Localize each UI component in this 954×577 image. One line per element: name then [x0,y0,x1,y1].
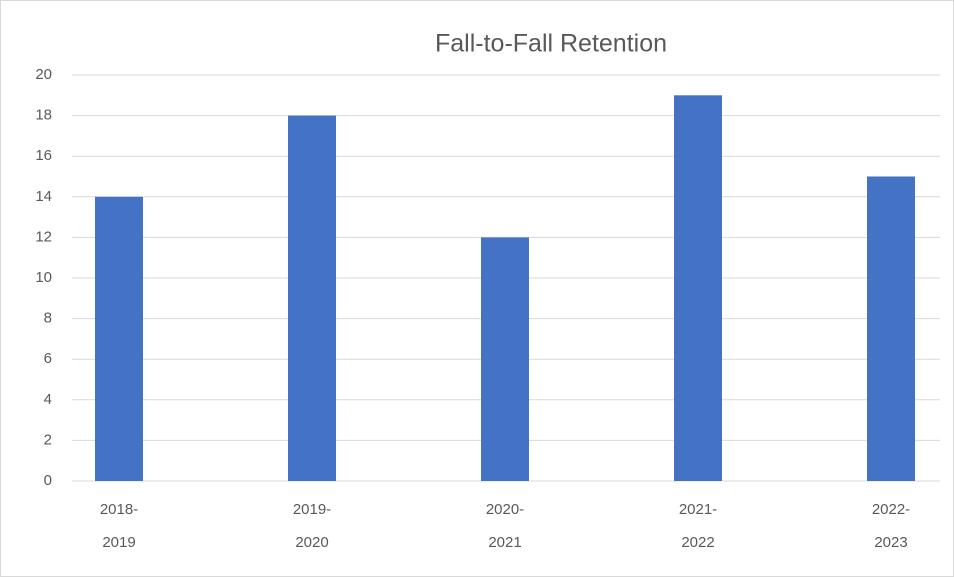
y-tick-label: 2 [44,431,52,448]
y-tick-label: 4 [44,391,52,408]
y-tick-label: 6 [44,350,52,367]
y-tick-label: 14 [35,188,52,205]
bar [481,237,529,481]
bar [288,115,336,481]
chart-title: Fall-to-Fall Retention [435,30,667,58]
y-tick-label: 18 [35,107,52,124]
y-tick-label: 0 [44,472,52,489]
x-tick-label: 2019-2020 [293,501,331,551]
y-tick-label: 20 [35,66,52,83]
y-tick-label: 12 [35,228,52,245]
bar [867,176,915,481]
x-tick-label: 2022-2023 [872,501,910,551]
x-tick-label: 2021-2022 [679,501,717,551]
y-tick-label: 16 [35,147,52,164]
x-tick-label: 2018-2019 [100,501,138,551]
y-tick-label: 10 [35,269,52,286]
bar [95,196,143,482]
y-tick-label: 8 [44,310,52,327]
x-tick-label: 2020-2021 [486,501,524,551]
bar [674,95,722,482]
